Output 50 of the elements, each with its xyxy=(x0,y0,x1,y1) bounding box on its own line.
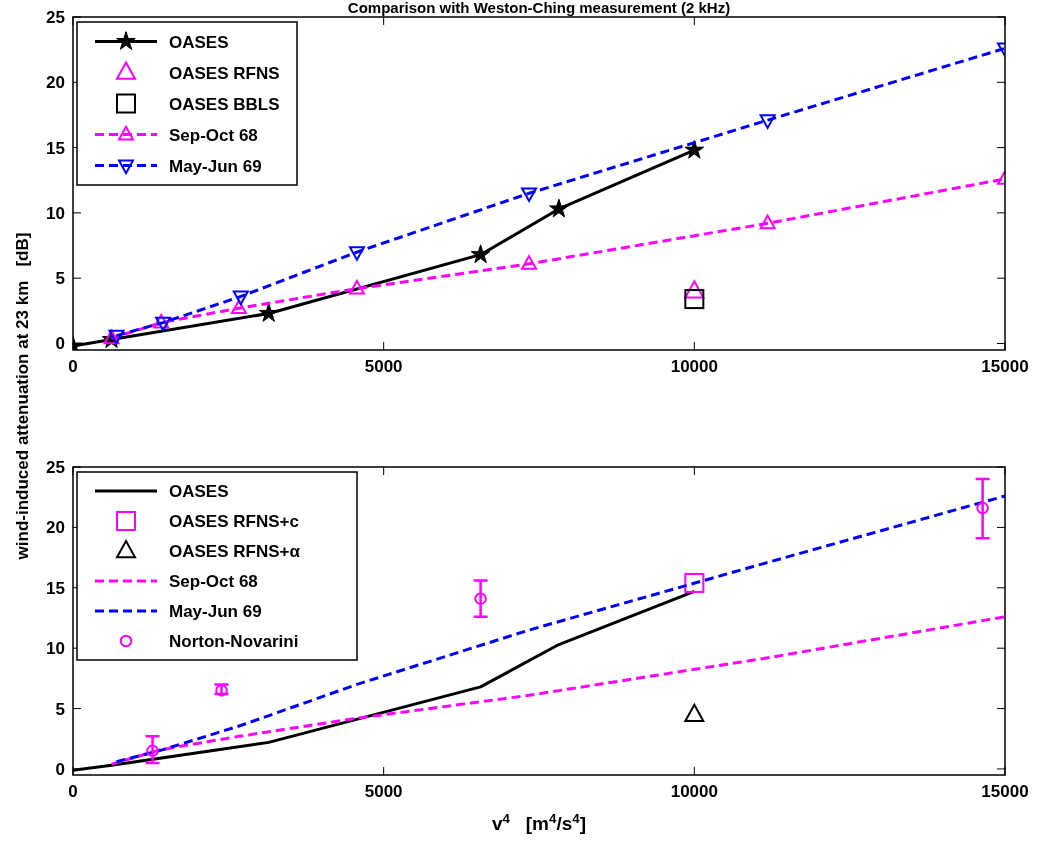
legend-label: May-Jun 69 xyxy=(169,156,262,176)
point xyxy=(976,501,989,515)
point xyxy=(684,139,705,159)
y-tick-label: 25 xyxy=(46,458,65,477)
point xyxy=(230,299,247,315)
point xyxy=(684,280,705,299)
legend-label: OASES xyxy=(169,32,229,52)
y-tick-label: 15 xyxy=(46,578,65,598)
x-tick-label: 0 xyxy=(68,357,78,376)
point xyxy=(684,572,705,593)
legend-label: May-Jun 69 xyxy=(169,602,262,621)
y-tick-label: 5 xyxy=(55,699,65,719)
y-tick-label: 5 xyxy=(55,269,65,289)
y-tick-label: 0 xyxy=(55,759,65,779)
y-axis-title: wind-induced attenuation at 23 km [dB] xyxy=(13,232,32,561)
y-tick-label: 15 xyxy=(46,138,65,158)
legend-label: Sep-Oct 68 xyxy=(169,125,258,145)
x-tick-label: 10000 xyxy=(670,357,718,376)
x-tick-label: 0 xyxy=(68,782,78,801)
point xyxy=(549,198,569,218)
legend-label: Norton-Novarini xyxy=(169,632,299,651)
point xyxy=(684,289,705,310)
point xyxy=(146,744,159,758)
legend-label: Sep-Oct 68 xyxy=(169,572,258,591)
y-tick-label: 10 xyxy=(46,639,65,659)
point xyxy=(759,114,776,129)
x-tick-label: 15000 xyxy=(981,782,1029,801)
x-tick-label: 15000 xyxy=(981,357,1029,376)
point xyxy=(521,255,538,270)
legend-label: OASES RFNS+c xyxy=(169,512,299,531)
x-tick-label: 10000 xyxy=(670,782,718,801)
legend-label: OASES RFNS xyxy=(169,63,280,83)
point xyxy=(470,244,491,264)
point xyxy=(759,214,776,230)
point xyxy=(348,279,365,295)
x-tick-label: 5000 xyxy=(364,357,403,376)
chart-title: Comparison with Weston-Ching measurement (2 kHz) xyxy=(347,0,731,16)
legend-label: OASES xyxy=(169,482,229,501)
legend-label: OASES RFNS+α xyxy=(169,542,301,561)
y-tick-label: 20 xyxy=(46,73,65,93)
point xyxy=(474,592,487,605)
legend-label: OASES BBLS xyxy=(169,94,280,114)
x-axis-title: v$^{4}$ [m$^{4}$/s$^{4}$] xyxy=(491,810,587,834)
x-tick-label: 5000 xyxy=(364,782,403,801)
point xyxy=(258,303,279,322)
y-tick-label: 20 xyxy=(46,518,65,538)
y-tick-label: 25 xyxy=(46,8,65,27)
y-tick-label: 10 xyxy=(46,203,65,223)
y-tick-label: 0 xyxy=(55,334,65,354)
point xyxy=(521,187,538,202)
